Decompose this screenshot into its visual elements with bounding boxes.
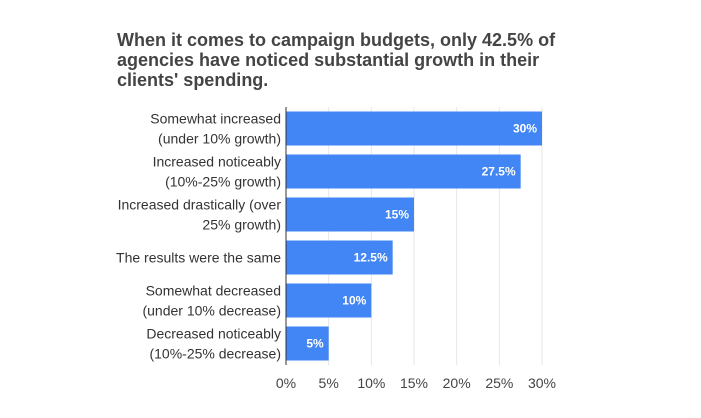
bar <box>286 111 542 146</box>
category-label: Decreased noticeably (10%-25% decrease) <box>146 326 281 362</box>
chart-title: When it comes to campaign budgets, only … <box>117 30 556 90</box>
bar <box>286 154 521 189</box>
x-tick-label: 10% <box>357 375 385 391</box>
x-tick-label: 20% <box>443 375 471 391</box>
category-label: Somewhat increased (under 10% growth) <box>150 111 281 147</box>
data-label: 30% <box>513 122 537 136</box>
data-label: 5% <box>306 337 324 351</box>
x-tick-label: 15% <box>400 375 428 391</box>
x-tick-label: 5% <box>319 375 339 391</box>
bar <box>286 240 393 275</box>
bars: 30% 27.5% 15% 12.5% 10% 5% <box>286 111 542 361</box>
bar <box>286 326 329 361</box>
data-label: 27.5% <box>482 165 516 179</box>
x-tick-label: 0% <box>276 375 296 391</box>
data-label: 10% <box>342 294 366 308</box>
data-label: 12.5% <box>354 251 388 265</box>
category-label: The results were the same <box>116 250 281 266</box>
x-axis-ticks: 0% 5% 10% 15% 20% 25% 30% <box>276 375 556 391</box>
gridlines <box>328 107 543 365</box>
data-label: 15% <box>385 208 409 222</box>
bar <box>286 283 372 318</box>
bar <box>286 197 414 232</box>
category-label: Somewhat decreased (under 10% decrease) <box>142 283 281 319</box>
category-labels: Somewhat increased (under 10% growth) Incr… <box>116 111 281 362</box>
x-tick-label: 30% <box>528 375 556 391</box>
category-label: Increased noticeably (10%-25% growth) <box>153 154 281 190</box>
category-label: Increased drastically (over 25% growth) <box>118 197 282 233</box>
x-tick-label: 25% <box>485 375 513 391</box>
